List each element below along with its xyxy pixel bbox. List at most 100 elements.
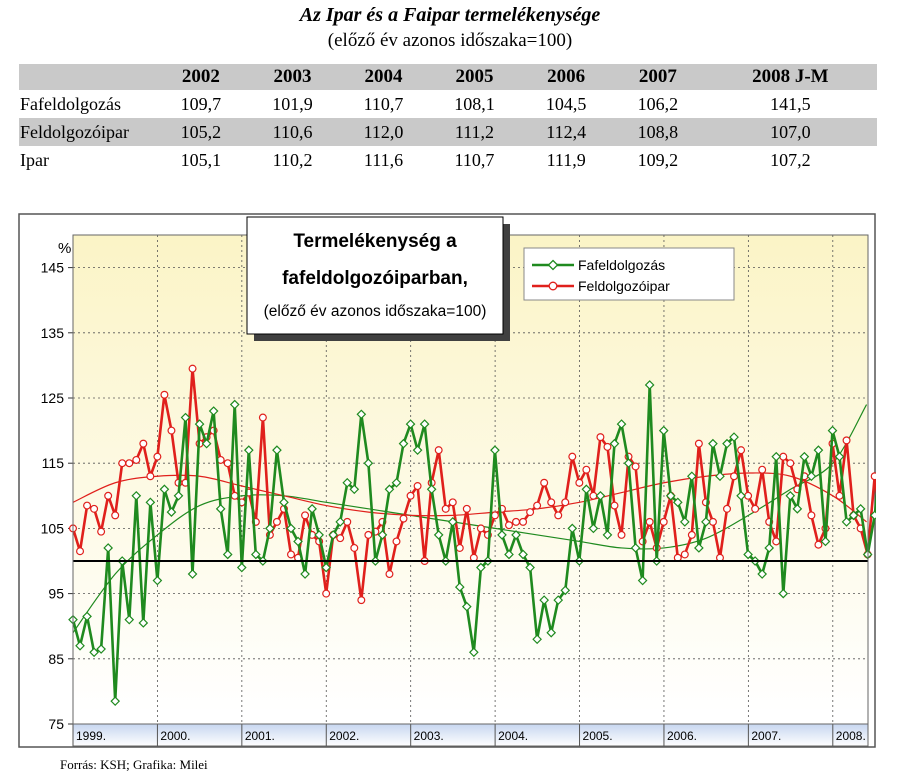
data-point bbox=[146, 472, 155, 481]
data-point bbox=[293, 536, 303, 547]
data-point bbox=[630, 543, 641, 553]
data-point bbox=[476, 562, 486, 573]
data-point bbox=[736, 490, 746, 501]
data-point bbox=[448, 498, 457, 507]
x-tick-label: 1999. bbox=[76, 729, 106, 743]
data-point bbox=[124, 614, 135, 625]
data-point bbox=[314, 530, 324, 540]
table-header-cell: 2005 bbox=[428, 64, 521, 90]
data-point bbox=[820, 536, 831, 547]
data-point bbox=[870, 472, 876, 481]
data-point bbox=[97, 527, 106, 536]
data-point bbox=[511, 530, 521, 540]
data-point bbox=[222, 549, 233, 560]
data-point bbox=[505, 521, 514, 530]
data-point bbox=[813, 445, 824, 456]
data-point bbox=[307, 503, 317, 514]
data-point bbox=[349, 484, 360, 495]
table-cell: 112,0 bbox=[338, 118, 429, 146]
data-point bbox=[356, 409, 367, 420]
data-point bbox=[265, 523, 275, 534]
productivity-chart: 75 85 95 105 115 125 135 145 1999. 2000. 2001. 200… bbox=[18, 213, 876, 748]
data-point bbox=[111, 511, 120, 520]
data-point bbox=[336, 534, 345, 543]
chart-title-line-1: Termelékenység a bbox=[293, 231, 457, 252]
x-tick-label: 2002. bbox=[329, 729, 359, 743]
data-point bbox=[757, 569, 768, 579]
data-point bbox=[694, 439, 703, 448]
row-label: Fafeldolgozás bbox=[20, 93, 121, 114]
data-point bbox=[455, 543, 464, 552]
data-point bbox=[842, 436, 851, 445]
data-point bbox=[103, 543, 114, 553]
data-point bbox=[665, 490, 676, 501]
data-point bbox=[357, 596, 366, 605]
data-point bbox=[118, 459, 127, 468]
table-header-cell: 2008 J-M bbox=[703, 64, 877, 90]
data-point bbox=[785, 490, 796, 501]
chart-title-box: Termelékenység a fafeldolgozóiparban, (e… bbox=[246, 216, 510, 341]
data-point bbox=[201, 438, 212, 449]
data-point bbox=[476, 524, 485, 533]
x-tick-label: 2004. bbox=[498, 729, 528, 743]
data-point bbox=[398, 438, 409, 449]
data-point bbox=[806, 471, 817, 482]
data-point bbox=[637, 575, 648, 586]
legend-marker-feldolgozoipar bbox=[548, 281, 558, 291]
data-point bbox=[645, 517, 654, 526]
y-tick-label: 125 bbox=[41, 390, 65, 406]
data-point bbox=[377, 530, 388, 540]
data-point bbox=[187, 569, 198, 579]
x-axis: 1999. 2000. 2001. 2002. 2003. 2004. 2005. 2006.… bbox=[72, 724, 866, 746]
source-note: Forrás: KSH; Grafika: Milei bbox=[60, 757, 208, 772]
data-point bbox=[447, 517, 458, 527]
data-point bbox=[827, 425, 838, 436]
data-point bbox=[582, 465, 591, 474]
y-axis-label: % bbox=[58, 240, 71, 257]
data-point bbox=[497, 530, 507, 540]
y-axis: 75 85 95 105 115 125 135 145 bbox=[41, 260, 73, 732]
data-point bbox=[644, 380, 655, 390]
table-cell: 109,7 bbox=[180, 93, 222, 114]
data-point bbox=[110, 696, 121, 707]
data-point bbox=[680, 550, 689, 559]
data-point bbox=[363, 458, 374, 469]
data-point bbox=[159, 484, 170, 495]
table-header-cell: 2006 bbox=[520, 64, 613, 90]
data-point bbox=[715, 471, 725, 482]
data-point bbox=[855, 503, 866, 514]
data-point bbox=[454, 582, 465, 592]
data-point bbox=[385, 570, 394, 579]
data-point bbox=[272, 517, 281, 526]
y-tick-label: 135 bbox=[41, 325, 65, 341]
data-point bbox=[250, 549, 261, 560]
data-point bbox=[384, 484, 395, 495]
data-point bbox=[623, 458, 634, 469]
data-point bbox=[139, 439, 148, 448]
table-header-cell bbox=[19, 64, 155, 90]
data-series bbox=[68, 364, 876, 707]
data-point bbox=[771, 451, 782, 462]
table-cell: 105,2 bbox=[155, 118, 247, 146]
data-point bbox=[686, 471, 697, 482]
series-0 bbox=[68, 380, 876, 707]
data-point bbox=[166, 507, 177, 517]
page-title: Az Ipar és a Faipar termelékenysége bbox=[299, 4, 601, 26]
data-point bbox=[616, 419, 627, 429]
row-label: Feldolgozóipar bbox=[19, 118, 155, 146]
data-point bbox=[173, 490, 184, 501]
data-point bbox=[540, 478, 549, 487]
data-point bbox=[412, 445, 423, 456]
data-point bbox=[138, 618, 149, 628]
x-tick-label: 2007. bbox=[751, 729, 781, 743]
data-point bbox=[342, 477, 353, 488]
data-point bbox=[518, 549, 528, 560]
legend-label-feldolgozoipar: Feldolgozóipar bbox=[578, 278, 670, 294]
data-point bbox=[490, 445, 500, 456]
data-point bbox=[83, 501, 92, 510]
data-point bbox=[426, 484, 437, 495]
data-point bbox=[131, 490, 142, 501]
table-cell: 107,2 bbox=[770, 149, 811, 170]
chart-title-line-2: fafeldolgozóiparban, bbox=[282, 268, 468, 289]
row-label: Ipar bbox=[20, 149, 49, 170]
